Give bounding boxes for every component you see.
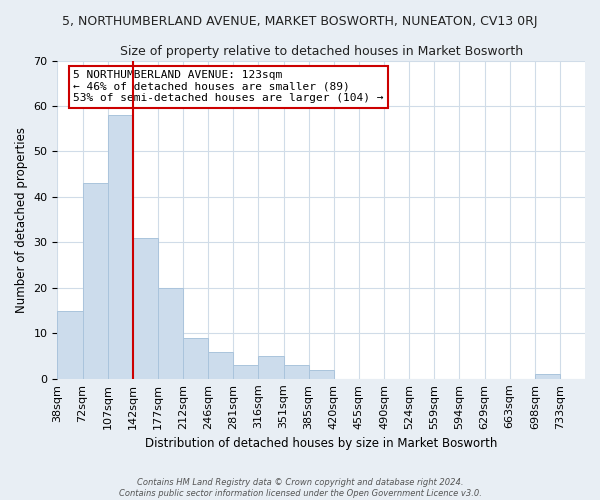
Bar	[233, 365, 259, 379]
Text: Contains HM Land Registry data © Crown copyright and database right 2024.
Contai: Contains HM Land Registry data © Crown c…	[119, 478, 481, 498]
Bar	[158, 288, 183, 379]
Text: 5 NORTHUMBERLAND AVENUE: 123sqm
← 46% of detached houses are smaller (89)
53% of: 5 NORTHUMBERLAND AVENUE: 123sqm ← 46% of…	[73, 70, 384, 103]
Bar	[535, 374, 560, 379]
Bar	[107, 115, 133, 379]
Bar	[58, 310, 83, 379]
Title: Size of property relative to detached houses in Market Bosworth: Size of property relative to detached ho…	[119, 45, 523, 58]
Bar	[259, 356, 284, 379]
Bar	[308, 370, 334, 379]
Bar	[183, 338, 208, 379]
Text: 5, NORTHUMBERLAND AVENUE, MARKET BOSWORTH, NUNEATON, CV13 0RJ: 5, NORTHUMBERLAND AVENUE, MARKET BOSWORT…	[62, 15, 538, 28]
Bar	[133, 238, 158, 379]
Bar	[83, 184, 107, 379]
X-axis label: Distribution of detached houses by size in Market Bosworth: Distribution of detached houses by size …	[145, 437, 497, 450]
Bar	[284, 365, 308, 379]
Bar	[208, 352, 233, 379]
Y-axis label: Number of detached properties: Number of detached properties	[15, 126, 28, 312]
